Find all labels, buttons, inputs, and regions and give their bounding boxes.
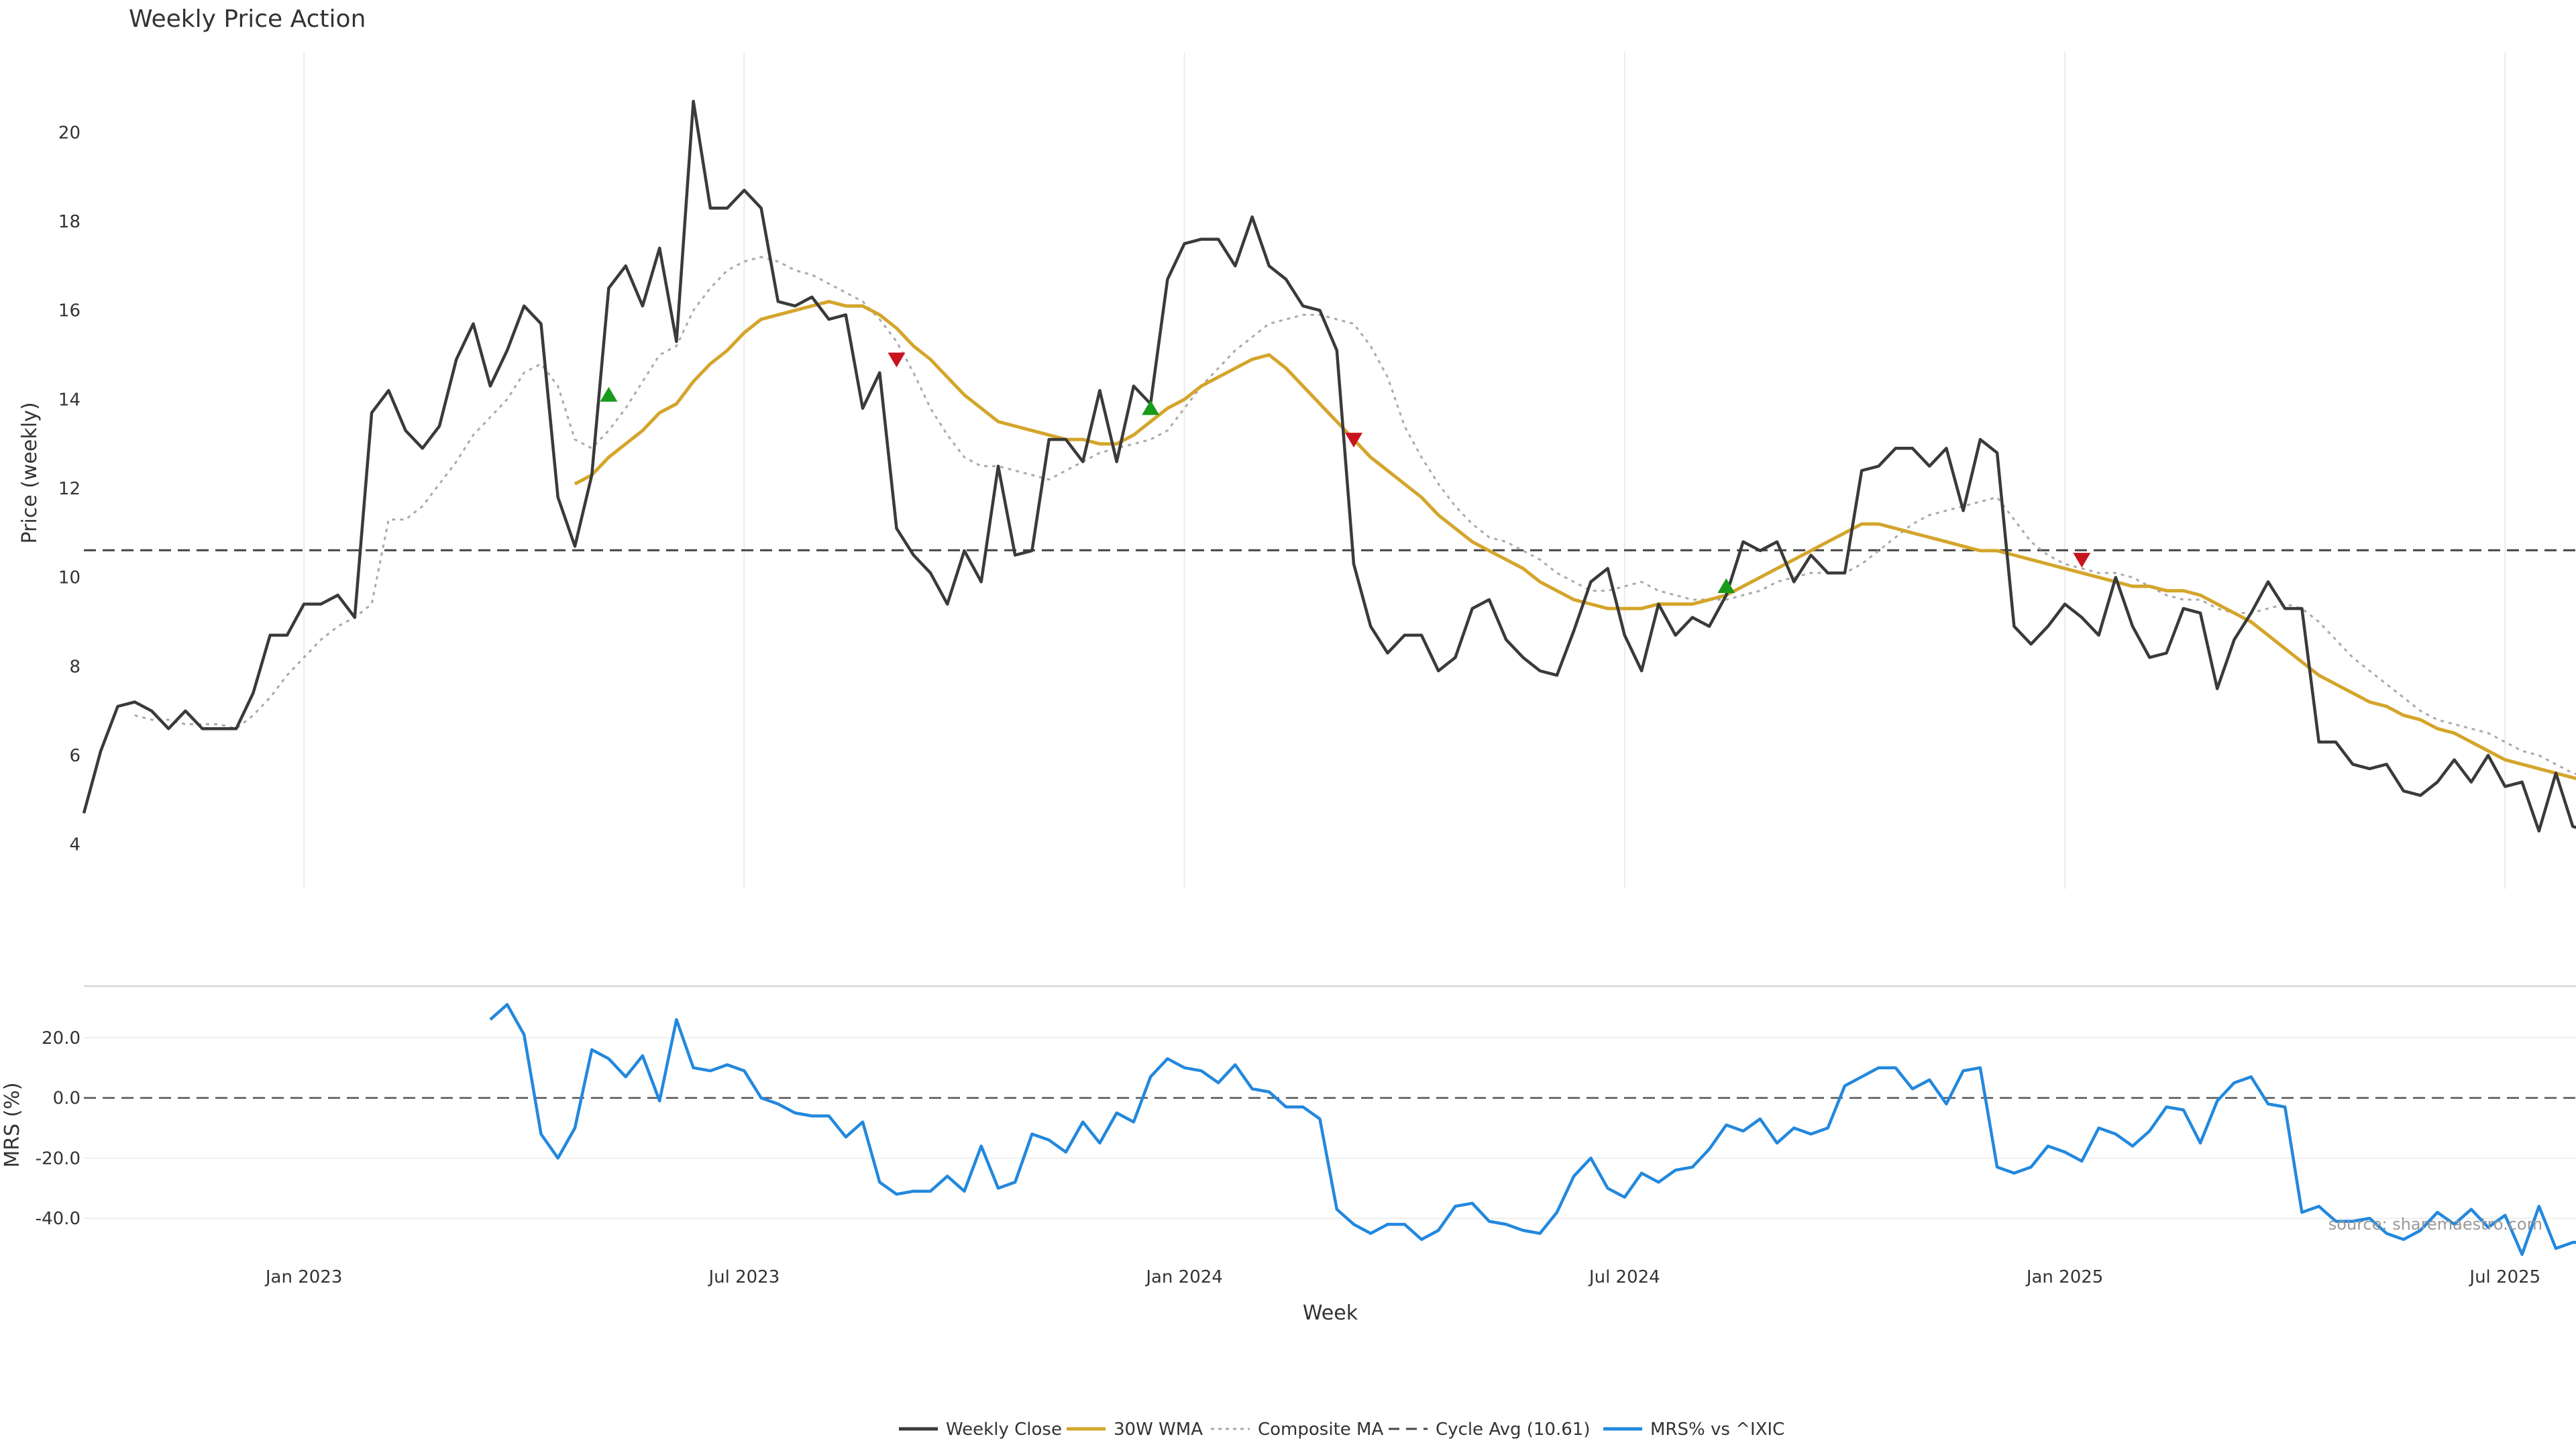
price-y-tick-label: 16 xyxy=(58,301,80,321)
mrs-line xyxy=(489,1003,2576,1256)
legend-label: MRS% vs ^IXIC xyxy=(1650,1419,1784,1440)
wma-30w-line xyxy=(574,299,2576,781)
weekly-close-line xyxy=(82,99,2576,833)
legend-label: 30W WMA xyxy=(1114,1419,1203,1440)
legend: Weekly Close 30W WMA Composite MA Cycle Avg… xyxy=(899,1419,1784,1440)
x-tick-label: Jan 2024 xyxy=(1144,1267,1223,1287)
source-label: source: sharemaestro.com xyxy=(2328,1215,2542,1234)
price-y-tick-label: 20 xyxy=(58,123,80,143)
mrs-y-axis-label: MRS (%) xyxy=(1,1082,24,1167)
price-y-tick-label: 10 xyxy=(58,568,80,588)
legend-item: MRS% vs ^IXIC xyxy=(1603,1419,1784,1440)
legend-label: Weekly Close xyxy=(946,1419,1062,1440)
mrs-y-tick-label: -20.0 xyxy=(36,1148,80,1169)
sell-signal-marker xyxy=(888,352,906,368)
price-y-tick-label: 8 xyxy=(69,657,80,677)
price-y-axis-label: Price (weekly) xyxy=(18,402,42,543)
x-tick-label: Jul 2023 xyxy=(707,1267,780,1287)
price-y-ticks: 4 6 8 10 12 14 16 18 20 xyxy=(58,123,80,855)
x-tick-label: Jul 2025 xyxy=(2468,1267,2540,1287)
composite-ma-line xyxy=(134,256,2576,775)
legend-label: Cycle Avg (10.61) xyxy=(1436,1419,1590,1440)
signal-markers xyxy=(600,352,2091,593)
price-y-tick-label: 14 xyxy=(58,390,80,410)
buy-signal-marker xyxy=(1717,578,1735,593)
x-axis-ticks: Jan 2023 Jul 2023 Jan 2024 Jul 2024 Jan 2025… xyxy=(264,1267,2540,1287)
x-axis-label: Week xyxy=(1303,1301,1358,1325)
price-gridlines xyxy=(303,52,2506,889)
buy-signal-marker xyxy=(1142,400,1160,415)
mrs-y-tick-label: -40.0 xyxy=(36,1209,80,1229)
price-y-tick-label: 4 xyxy=(69,835,80,855)
mrs-y-tick-label: 0.0 xyxy=(53,1089,80,1109)
mrs-y-ticks: 20.0 0.0 -20.0 -40.0 xyxy=(36,1028,80,1229)
price-y-tick-label: 12 xyxy=(58,479,80,499)
buy-signal-marker xyxy=(600,386,618,402)
legend-item: Cycle Avg (10.61) xyxy=(1389,1419,1590,1440)
legend-item: 30W WMA xyxy=(1067,1419,1203,1440)
legend-label: Composite MA xyxy=(1258,1419,1383,1440)
legend-item: Weekly Close xyxy=(899,1419,1062,1440)
price-y-tick-label: 6 xyxy=(69,746,80,766)
legend-item: Composite MA xyxy=(1211,1419,1383,1440)
x-tick-label: Jul 2024 xyxy=(1588,1267,1660,1287)
x-tick-label: Jan 2023 xyxy=(264,1267,343,1287)
chart-title: Weekly Price Action xyxy=(129,5,366,33)
sell-signal-marker xyxy=(1345,433,1362,448)
x-tick-label: Jan 2025 xyxy=(2025,1267,2104,1287)
price-y-tick-label: 18 xyxy=(58,212,80,232)
mrs-gridlines xyxy=(84,1036,2576,1220)
mrs-y-tick-label: 20.0 xyxy=(42,1028,80,1049)
sell-signal-marker xyxy=(2073,553,2091,568)
